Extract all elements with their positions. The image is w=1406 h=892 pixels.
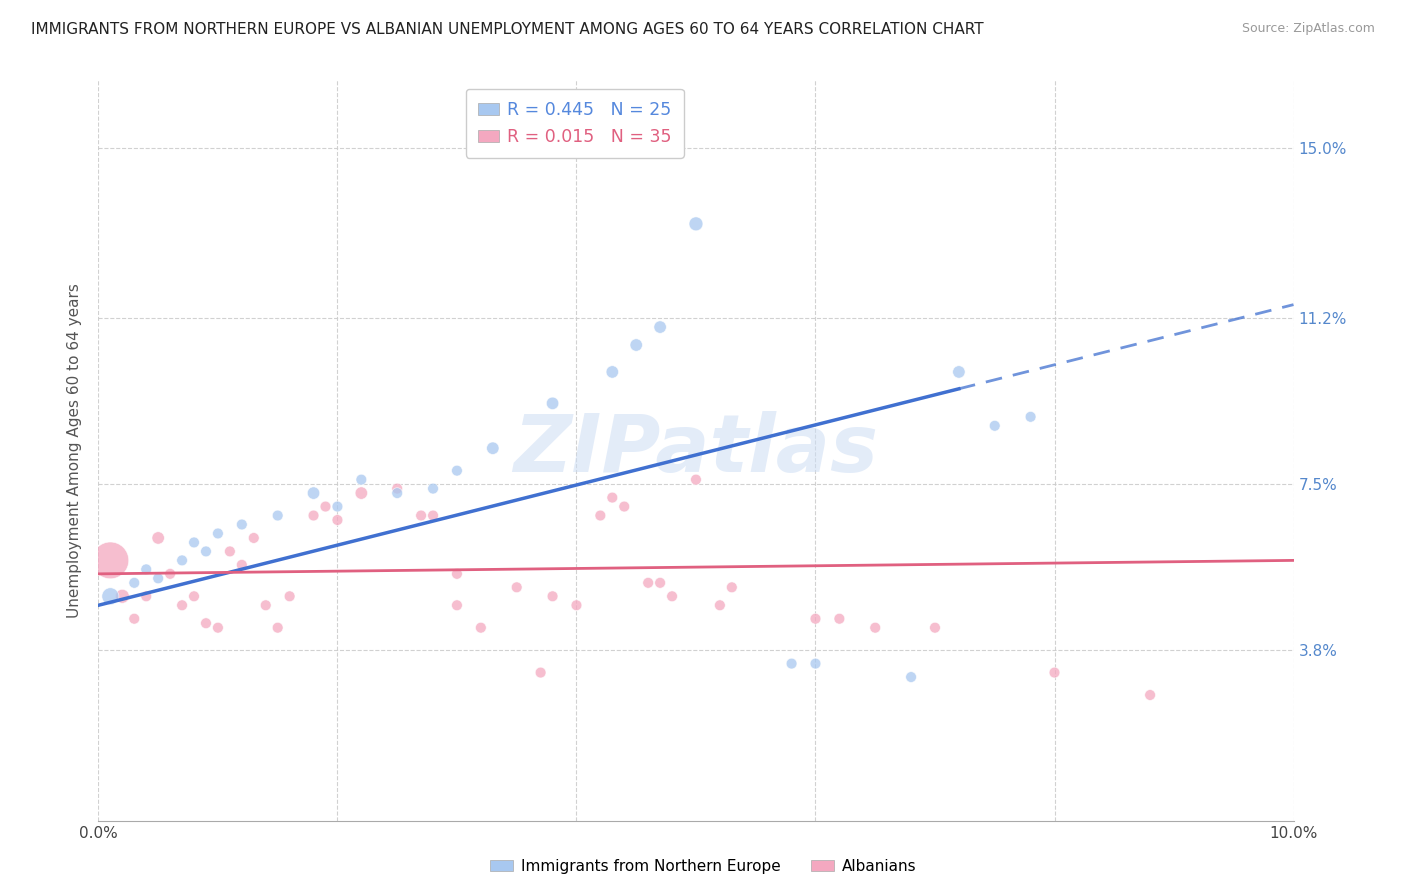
Point <box>231 558 253 572</box>
Point <box>183 589 205 603</box>
Point <box>385 482 409 496</box>
Point <box>506 580 529 594</box>
Point <box>685 217 707 231</box>
Point <box>446 464 468 478</box>
Text: IMMIGRANTS FROM NORTHERN EUROPE VS ALBANIAN UNEMPLOYMENT AMONG AGES 60 TO 64 YEA: IMMIGRANTS FROM NORTHERN EUROPE VS ALBAN… <box>31 22 984 37</box>
Point <box>195 544 218 558</box>
Point <box>804 612 827 626</box>
Point <box>780 657 803 671</box>
Point <box>828 612 851 626</box>
Point <box>422 482 444 496</box>
Point <box>685 473 707 487</box>
Point <box>1043 665 1066 680</box>
Text: ZIPatlas: ZIPatlas <box>513 411 879 490</box>
Point <box>637 575 659 590</box>
Point <box>1019 409 1042 424</box>
Point <box>326 500 349 514</box>
Point <box>721 580 744 594</box>
Point <box>315 500 337 514</box>
Point <box>613 500 636 514</box>
Point <box>385 486 409 500</box>
Point <box>254 599 277 613</box>
Legend: Immigrants from Northern Europe, Albanians: Immigrants from Northern Europe, Albania… <box>484 853 922 880</box>
Point <box>195 616 218 631</box>
Point <box>984 418 1007 433</box>
Point <box>219 544 242 558</box>
Point <box>589 508 612 523</box>
Point <box>183 535 205 549</box>
Point <box>98 589 122 603</box>
Point <box>98 553 122 567</box>
Point <box>172 553 194 567</box>
Point <box>411 508 433 523</box>
Point <box>302 508 325 523</box>
Legend: R = 0.445   N = 25, R = 0.015   N = 35: R = 0.445 N = 25, R = 0.015 N = 35 <box>465 89 683 158</box>
Point <box>422 508 444 523</box>
Point <box>278 589 301 603</box>
Point <box>267 621 290 635</box>
Point <box>350 473 373 487</box>
Point <box>482 441 505 455</box>
Point <box>804 657 827 671</box>
Point <box>446 566 468 581</box>
Point <box>207 526 229 541</box>
Point <box>159 566 181 581</box>
Point <box>302 486 325 500</box>
Point <box>602 365 624 379</box>
Point <box>626 338 648 352</box>
Point <box>650 575 672 590</box>
Point <box>709 599 731 613</box>
Text: Source: ZipAtlas.com: Source: ZipAtlas.com <box>1241 22 1375 36</box>
Y-axis label: Unemployment Among Ages 60 to 64 years: Unemployment Among Ages 60 to 64 years <box>66 283 82 618</box>
Point <box>661 589 683 603</box>
Point <box>1139 688 1161 702</box>
Point <box>111 589 134 603</box>
Point <box>267 508 290 523</box>
Point <box>541 396 564 410</box>
Point <box>135 589 157 603</box>
Point <box>350 486 373 500</box>
Point <box>148 571 170 585</box>
Point <box>470 621 492 635</box>
Point <box>172 599 194 613</box>
Point <box>565 599 588 613</box>
Point <box>900 670 922 684</box>
Point <box>124 612 146 626</box>
Point <box>948 365 970 379</box>
Point <box>541 589 564 603</box>
Point <box>650 320 672 334</box>
Point <box>231 517 253 532</box>
Point <box>207 621 229 635</box>
Point <box>530 665 553 680</box>
Point <box>924 621 946 635</box>
Point <box>602 491 624 505</box>
Point <box>135 562 157 576</box>
Point <box>326 513 349 527</box>
Point <box>124 575 146 590</box>
Point <box>446 599 468 613</box>
Point <box>243 531 266 545</box>
Point <box>148 531 170 545</box>
Point <box>865 621 887 635</box>
